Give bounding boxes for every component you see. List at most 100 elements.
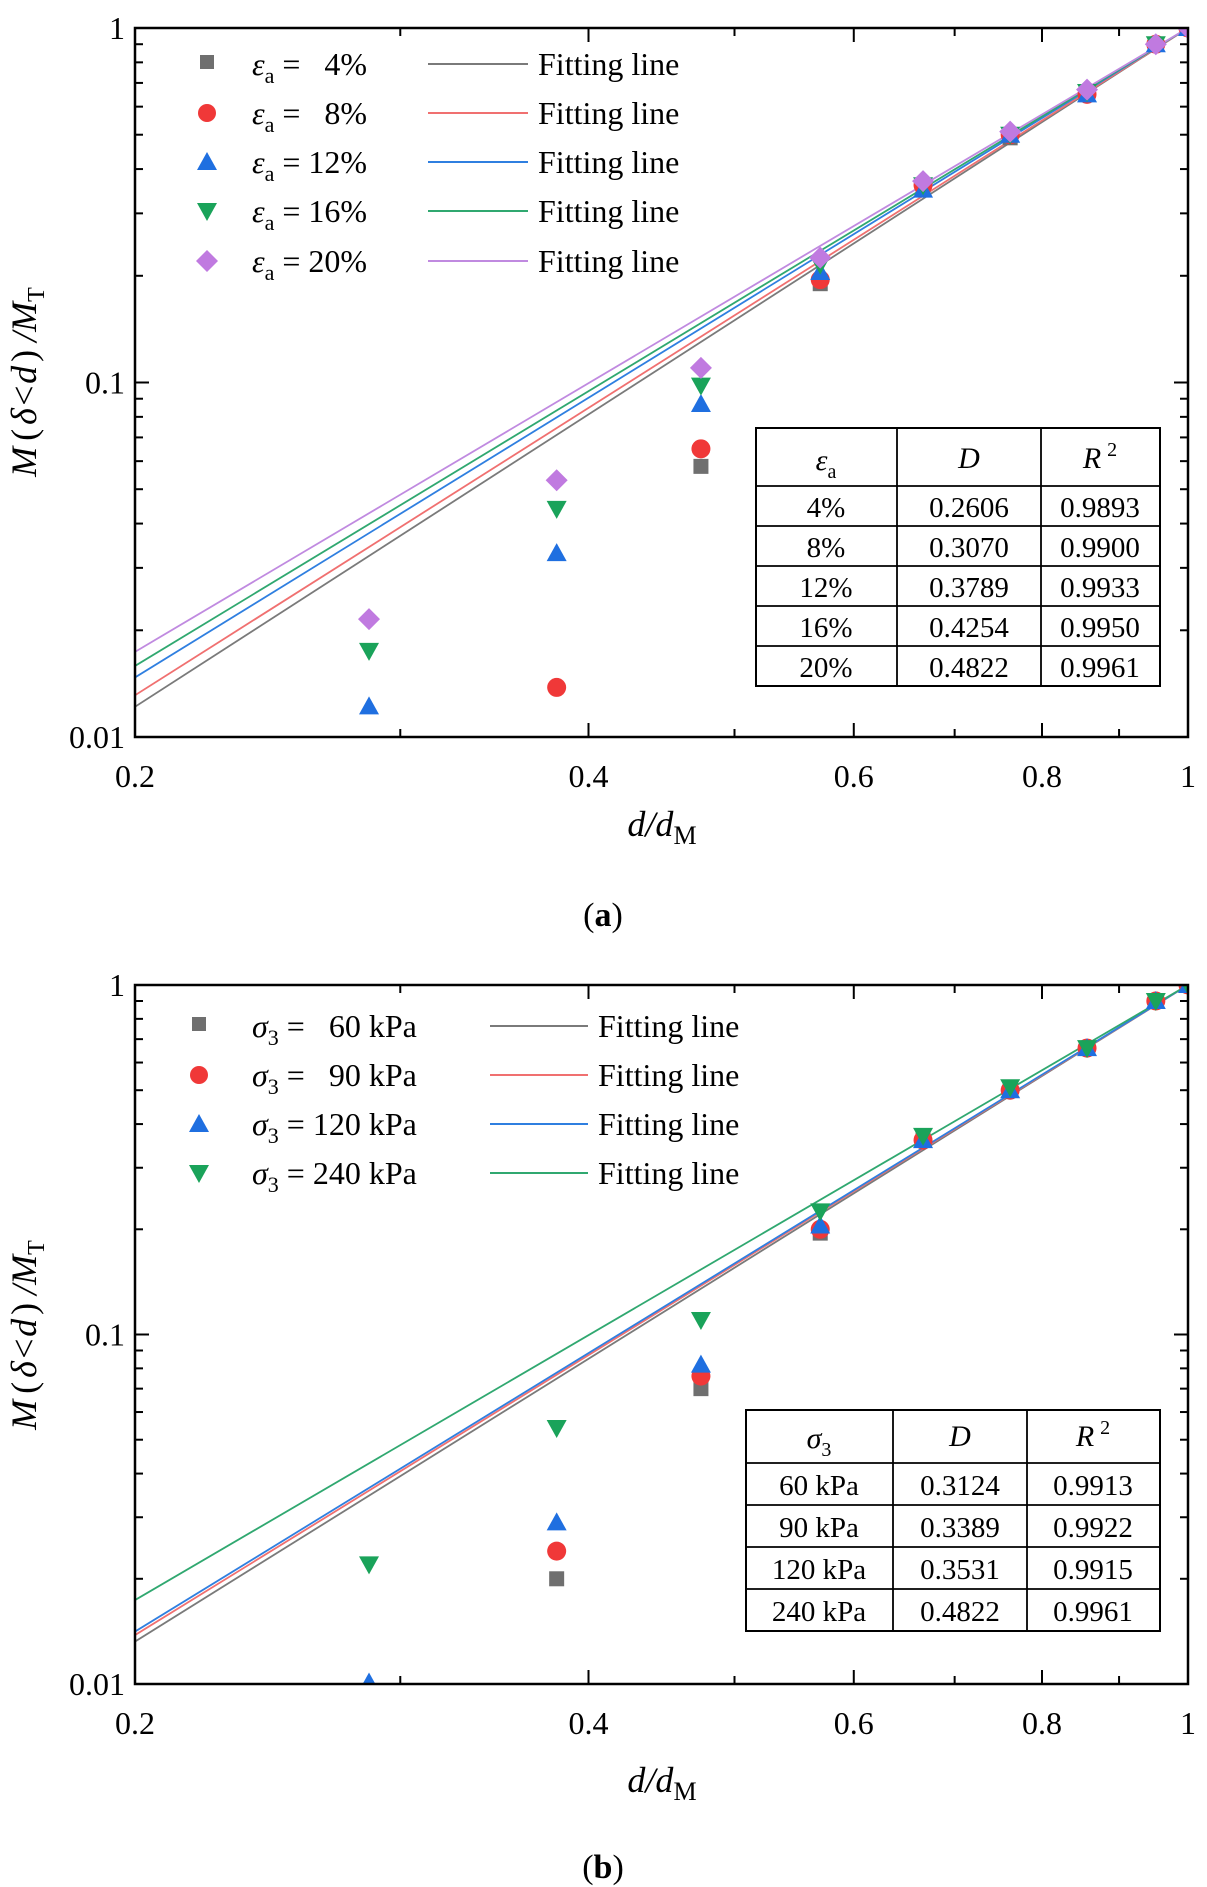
table-row-b: 240 kPa 0.4822 0.9961 [772, 1596, 1133, 1628]
svg-text:0.4822: 0.4822 [920, 1596, 1000, 1628]
table-header-d-a: D [957, 442, 980, 475]
legend-label-b-0: σ3 = 60 kPa [252, 1008, 417, 1050]
data-point-a-0 [693, 458, 709, 474]
svg-text:0.9933: 0.9933 [1060, 572, 1140, 604]
svg-text:0.9961: 0.9961 [1053, 1596, 1133, 1628]
data-point-b-1 [547, 1541, 567, 1561]
svg-text:0.3070: 0.3070 [929, 532, 1009, 564]
y-tick-label-b: 1 [109, 967, 125, 1003]
x-tick-label-a: 1 [1180, 758, 1196, 794]
panel-b: 0.01 0.1 1 0.2 0.4 0.6 0.8 1 M(δ<d)/MT d/dM (b)… [4, 967, 1196, 1886]
data-point-b-3 [690, 1312, 711, 1331]
data-point-a-2 [690, 393, 711, 412]
legend-label-b-3: σ3 = 240 kPa [252, 1155, 417, 1197]
plot-frame-b [133, 983, 1190, 1686]
svg-text:60 kPa: 60 kPa [779, 1470, 859, 1502]
legend-marker-triangle-down-b [189, 1165, 209, 1183]
data-point-a-4 [1177, 28, 1188, 39]
data-point-a-3 [690, 377, 711, 396]
legend-entry-a-3: εa = 16% Fitting line [197, 193, 679, 235]
legend-marker-triangle-up-a [197, 152, 217, 170]
legend-marker-triangle-up-b [189, 1114, 209, 1132]
svg-text:0.4254: 0.4254 [929, 612, 1009, 644]
legend-label-a-0: εa = 4% [252, 46, 367, 88]
legend-line-label-b-0: Fitting line [598, 1008, 739, 1044]
y-axis-label-a: M(δ<d)/MT [4, 287, 50, 478]
legend-entry-a-0: εa = 4% Fitting line [200, 46, 679, 88]
table-row-b: 120 kPa 0.3531 0.9915 [772, 1554, 1133, 1586]
legend-label-b-1: σ3 = 90 kPa [252, 1057, 417, 1099]
svg-text:120 kPa: 120 kPa [772, 1554, 866, 1586]
data-point-b-2 [690, 1354, 711, 1373]
data-point-b-3 [359, 1556, 380, 1575]
data-point-b-3 [1000, 1079, 1021, 1098]
legend-line-label-b-1: Fitting line [598, 1057, 739, 1093]
svg-text:240 kPa: 240 kPa [772, 1596, 866, 1628]
legend-line-label-a-4: Fitting line [538, 243, 679, 279]
x-axis-label-b: d/dM [627, 1760, 696, 1806]
data-point-a-4 [545, 469, 568, 492]
data-point-b-3 [913, 1127, 934, 1146]
svg-text:0.9915: 0.9915 [1053, 1554, 1133, 1586]
y-tick-label-b: 0.01 [69, 1666, 125, 1702]
legend-entry-a-2: εa = 12% Fitting line [197, 144, 679, 186]
data-point-a-3 [359, 642, 380, 661]
x-tick-label-b: 0.4 [569, 1705, 609, 1741]
legend-marker-square-b [192, 1017, 206, 1031]
legend-marker-circle-a [198, 104, 216, 122]
legend-entry-b-2: σ3 = 120 kPa Fitting line [189, 1106, 739, 1148]
x-tick-label-b: 0.2 [115, 1705, 155, 1741]
table-row-a: 4% 0.2606 0.9893 [807, 492, 1140, 524]
data-point-b-3 [810, 1203, 831, 1222]
table-row-b: 60 kPa 0.3124 0.9913 [779, 1470, 1133, 1502]
legend-label-a-1: εa = 8% [252, 95, 367, 137]
data-point-a-4 [999, 120, 1022, 143]
svg-text:90 kPa: 90 kPa [779, 1512, 859, 1544]
data-point-a-2 [546, 543, 567, 562]
x-tick-label-b: 0.6 [834, 1705, 874, 1741]
plot-area-b: 0.01 0.1 1 0.2 0.4 0.6 0.8 1 [69, 967, 1196, 1741]
svg-text:0.9922: 0.9922 [1053, 1512, 1133, 1544]
svg-text:0.9950: 0.9950 [1060, 612, 1140, 644]
data-point-a-4 [358, 608, 381, 631]
data-point-a-2 [359, 696, 380, 715]
svg-text:4%: 4% [807, 492, 846, 524]
legend-b: σ3 = 60 kPa Fitting line σ3 = 90 kPa Fitti… [189, 1008, 739, 1197]
svg-text:0.9913: 0.9913 [1053, 1470, 1133, 1502]
panel-a: 0.01 0.1 1 0.2 0.4 0.6 0.8 1 M(δ<d)/MT d/dM (a)… [4, 10, 1196, 934]
table-header-d-b: D [948, 1420, 971, 1453]
legend-label-b-2: σ3 = 120 kPa [252, 1106, 417, 1148]
svg-text:0.3789: 0.3789 [929, 572, 1009, 604]
table-header-param-b: σ3 [807, 1422, 832, 1461]
table-row-a: 12% 0.3789 0.9933 [799, 572, 1139, 604]
svg-text:0.3124: 0.3124 [920, 1470, 1000, 1502]
legend-line-label-b-2: Fitting line [598, 1106, 739, 1142]
svg-text:8%: 8% [807, 532, 846, 564]
data-point-a-4 [912, 170, 935, 193]
y-axis-label-b: M(δ<d)/MT [4, 1240, 50, 1431]
legend-line-label-a-0: Fitting line [538, 46, 679, 82]
plot-area-a: 0.01 0.1 1 0.2 0.4 0.6 0.8 1 [69, 10, 1196, 794]
legend-entry-a-1: εa = 8% Fitting line [198, 95, 679, 137]
legend-marker-diamond-a [196, 250, 218, 272]
legend-marker-triangle-down-a [197, 203, 217, 221]
data-point-a-4 [1076, 78, 1099, 101]
y-tick-label-a: 0.1 [85, 365, 125, 401]
svg-text:16%: 16% [799, 612, 852, 644]
legend-entry-b-3: σ3 = 240 kPa Fitting line [189, 1155, 739, 1197]
table-row-a: 8% 0.3070 0.9900 [807, 532, 1140, 564]
svg-text:0.9893: 0.9893 [1060, 492, 1140, 524]
data-point-b-3 [1145, 992, 1166, 1011]
svg-text:12%: 12% [799, 572, 852, 604]
legend-a: εa = 4% Fitting line εa = 8% Fitting line … [196, 46, 679, 285]
data-point-a-3 [546, 500, 567, 519]
legend-line-label-a-3: Fitting line [538, 193, 679, 229]
legend-line-label-a-1: Fitting line [538, 95, 679, 131]
svg-text:0.9900: 0.9900 [1060, 532, 1140, 564]
legend-label-a-2: εa = 12% [252, 144, 367, 186]
